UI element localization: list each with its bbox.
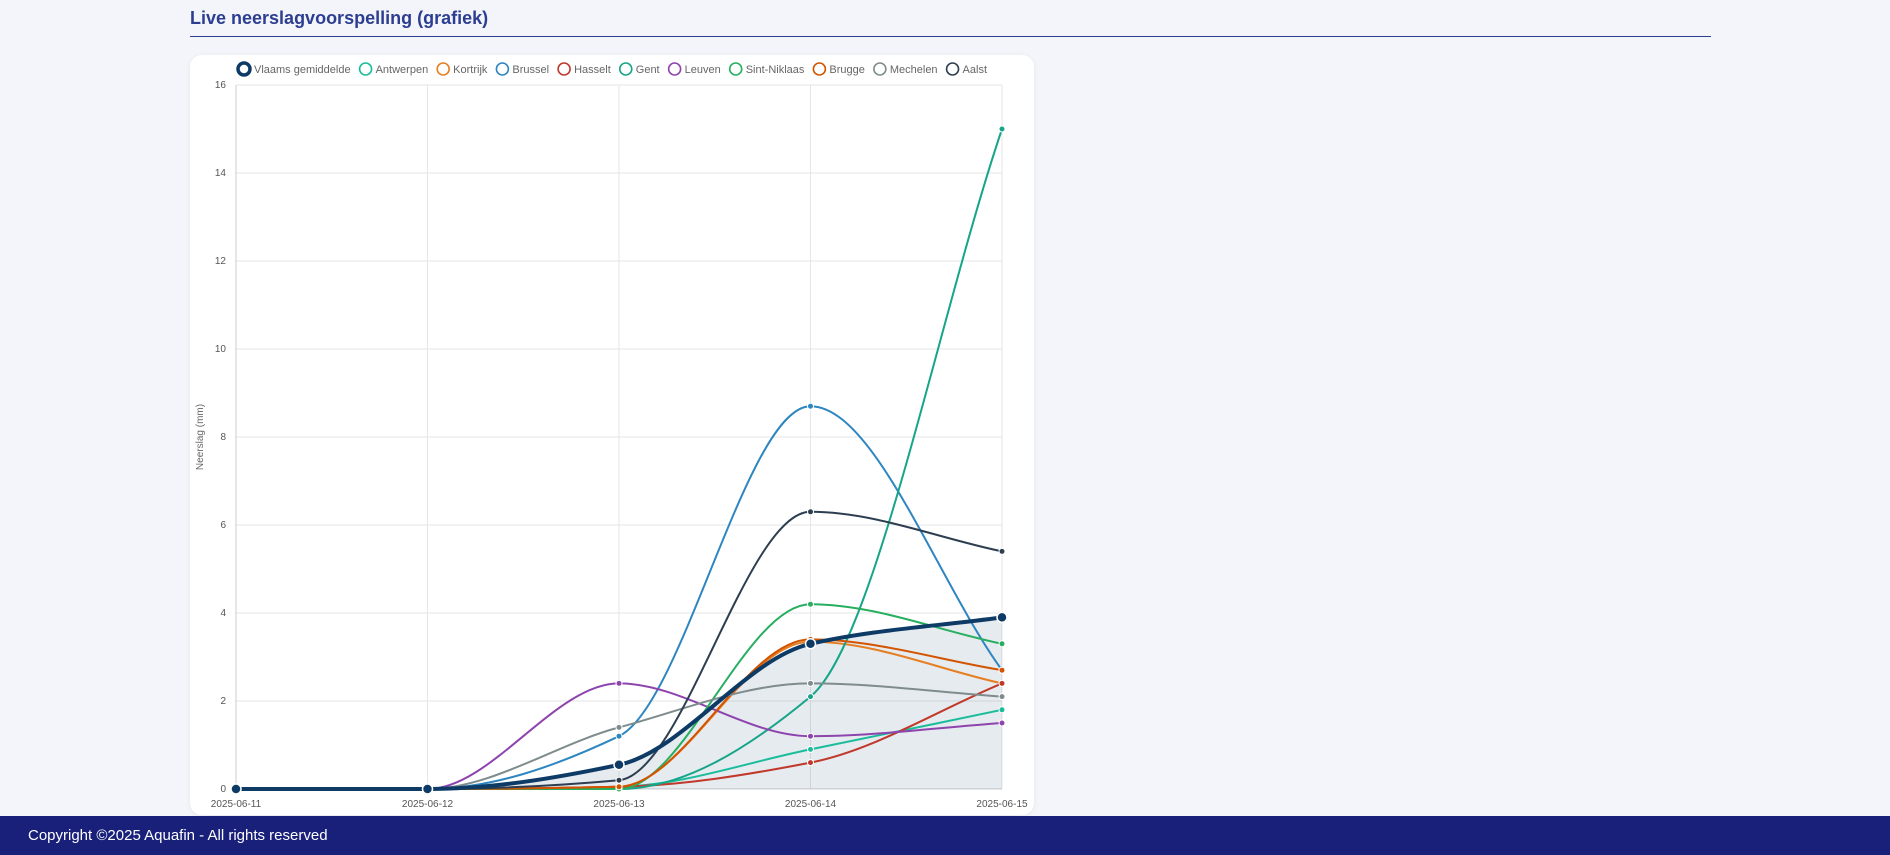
legend-marker-antwerpen[interactable] xyxy=(358,62,373,76)
data-point-sint-niklaas[interactable] xyxy=(807,600,814,608)
legend-label-brugge[interactable]: Brugge xyxy=(829,64,864,76)
data-point-mechelen[interactable] xyxy=(807,679,814,687)
data-point-aalst[interactable] xyxy=(998,547,1006,555)
legend-marker-mechelen[interactable] xyxy=(873,62,887,76)
data-point-leuven[interactable] xyxy=(615,679,623,687)
legend-label-kortrijk[interactable]: Kortrijk xyxy=(453,64,488,76)
section-title: Live neerslagvoorspelling (grafiek) xyxy=(190,8,489,28)
y-tick-label: 4 xyxy=(220,608,226,619)
legend-label-gent[interactable]: Gent xyxy=(636,64,660,76)
legend-label-antwerpen[interactable]: Antwerpen xyxy=(376,64,429,76)
data-point-vlaams-gemiddelde[interactable] xyxy=(613,759,625,771)
data-point-leuven[interactable] xyxy=(807,732,814,740)
y-axis-title: Neerslag (mm) xyxy=(195,404,206,470)
data-point-gent[interactable] xyxy=(807,693,814,701)
data-point-brugge[interactable] xyxy=(615,783,623,791)
data-point-vlaams-gemiddelde[interactable] xyxy=(996,611,1008,624)
y-tick-label: 0 xyxy=(220,784,226,795)
title-divider xyxy=(190,36,1711,37)
data-point-hasselt[interactable] xyxy=(998,679,1006,687)
data-point-vlaams-gemiddelde[interactable] xyxy=(421,783,434,795)
x-tick-label: 2025-06-12 xyxy=(402,799,454,810)
legend-marker-vlaams-gemiddelde[interactable] xyxy=(236,61,252,77)
legend-marker-hasselt[interactable] xyxy=(557,62,571,76)
y-tick-label: 12 xyxy=(215,256,227,267)
data-point-vlaams-gemiddelde[interactable] xyxy=(230,783,242,795)
legend-marker-aalst[interactable] xyxy=(945,62,960,76)
data-point-antwerpen[interactable] xyxy=(998,706,1006,714)
y-tick-label: 2 xyxy=(220,696,226,707)
x-tick-label: 2025-06-11 xyxy=(211,799,262,810)
data-point-mechelen[interactable] xyxy=(615,723,623,731)
legend-marker-brussel[interactable] xyxy=(495,62,510,76)
legend-marker-brugge[interactable] xyxy=(812,62,827,76)
copyright-text: Copyright ©2025 Aquafin - All rights res… xyxy=(28,827,328,844)
x-tick-label: 2025-06-13 xyxy=(593,799,645,810)
y-tick-label: 14 xyxy=(215,168,227,179)
data-point-leuven[interactable] xyxy=(998,719,1006,727)
legend-label-aalst[interactable]: Aalst xyxy=(963,64,987,76)
data-point-aalst[interactable] xyxy=(615,776,623,784)
legend-label-brussel[interactable]: Brussel xyxy=(512,64,549,76)
y-tick-label: 6 xyxy=(220,520,226,531)
y-tick-label: 10 xyxy=(215,344,227,355)
legend-label-hasselt[interactable]: Hasselt xyxy=(574,64,611,76)
data-point-brussel[interactable] xyxy=(807,402,814,410)
data-point-aalst[interactable] xyxy=(807,508,814,516)
data-point-antwerpen[interactable] xyxy=(807,745,814,753)
legend-marker-gent[interactable] xyxy=(618,62,633,76)
x-tick-label: 2025-06-14 xyxy=(785,799,837,810)
y-tick-label: 16 xyxy=(215,80,227,91)
legend-label-leuven[interactable]: Leuven xyxy=(685,64,721,76)
chart-card: 0 2 4 6 8 10 12 14 16 2025-06-11 2025-06-12 2025-06… xyxy=(190,55,1034,815)
data-point-mechelen[interactable] xyxy=(998,693,1006,701)
data-point-brugge[interactable] xyxy=(998,666,1006,674)
y-tick-label: 8 xyxy=(220,432,226,443)
legend-marker-sint-niklaas[interactable] xyxy=(728,62,743,76)
legend-label-vlaams-gemiddelde[interactable]: Vlaams gemiddelde xyxy=(254,64,351,76)
data-point-sint-niklaas[interactable] xyxy=(998,640,1006,648)
data-point-vlaams-gemiddelde[interactable] xyxy=(804,638,817,650)
data-point-brussel[interactable] xyxy=(615,732,623,740)
legend-label-sint-niklaas[interactable]: Sint-Niklaas xyxy=(746,64,805,76)
data-point-hasselt[interactable] xyxy=(807,759,814,767)
precipitation-chart: 0 2 4 6 8 10 12 14 16 2025-06-11 2025-06-12 2025-06… xyxy=(195,61,1028,810)
footer: Copyright ©2025 Aquafin - All rights res… xyxy=(0,816,1890,855)
x-tick-label: 2025-06-15 xyxy=(976,799,1028,810)
legend-marker-kortrijk[interactable] xyxy=(436,62,450,76)
data-point-gent[interactable] xyxy=(998,125,1006,133)
legend-marker-leuven[interactable] xyxy=(667,62,682,76)
legend-label-mechelen[interactable]: Mechelen xyxy=(890,64,938,76)
